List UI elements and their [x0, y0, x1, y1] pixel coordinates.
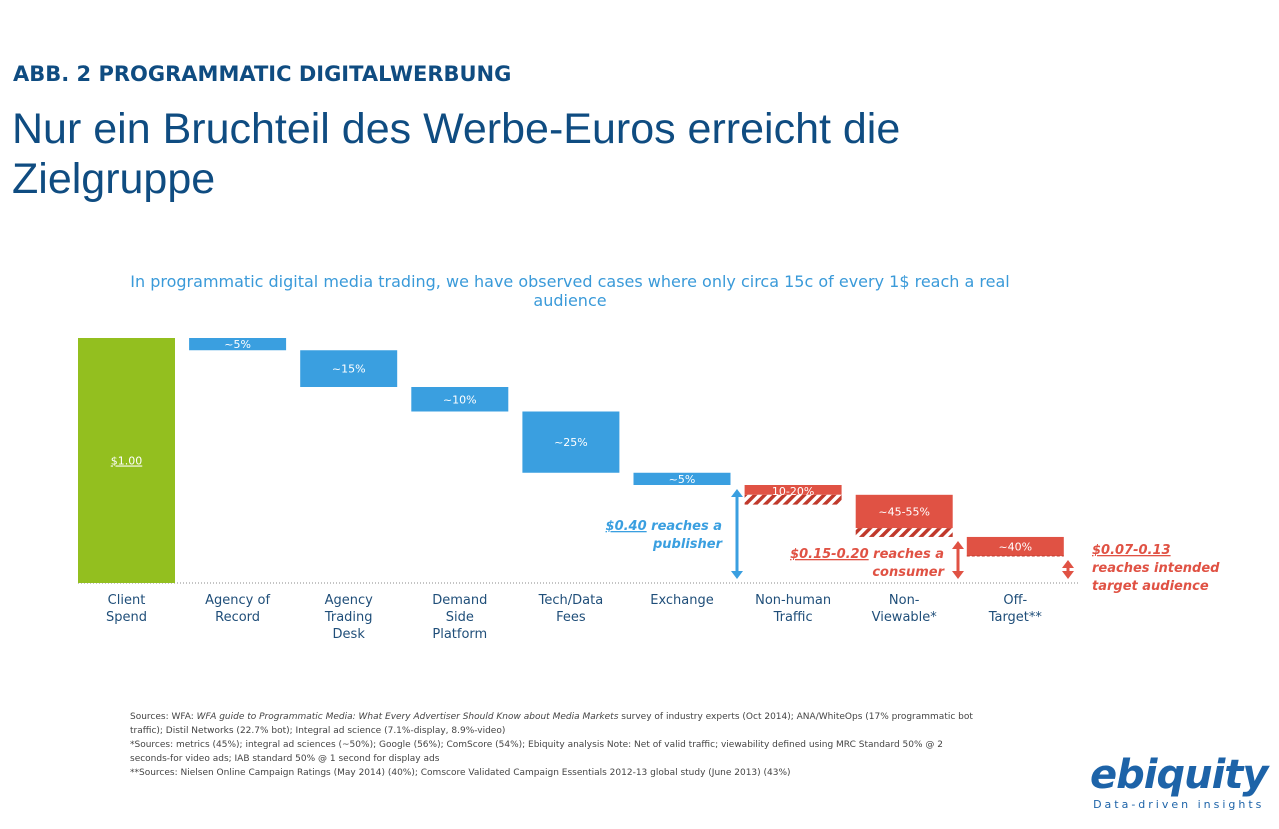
bar [78, 338, 175, 583]
data-label: ~5% [224, 338, 251, 351]
bar [411, 387, 509, 412]
bar-range-hatch [744, 494, 842, 505]
bar [189, 338, 287, 351]
waterfall-chart: $1.00 Client Spend ~5% Agency of Record ~15% Ag… [78, 338, 1220, 642]
chart-title: In programmatic digital media trading, w… [130, 272, 1010, 310]
bar [855, 494, 953, 529]
arrow-head-down [1062, 571, 1074, 579]
data-label: ~5% [669, 473, 696, 486]
annotation: $0.40 reaches a publisher [606, 519, 724, 552]
ebiquity-logo: ebiquity Data-driven insights [1090, 752, 1268, 811]
category-label: Non-human Traffic [755, 593, 831, 625]
category-label: Agency Trading Desk [324, 593, 373, 642]
category-label: Off-Target** [988, 593, 1043, 625]
category-label: Non-Viewable* [872, 593, 938, 625]
data-label: ~15% [332, 363, 366, 376]
annotation: $0.07-0.13 reaches intended target audienc… [1092, 543, 1220, 594]
bar [300, 350, 398, 387]
source-note: *Sources: metrics (45%); integral ad sci… [130, 740, 944, 764]
data-label: ~10% [443, 393, 477, 406]
data-label: $1.00 [111, 455, 143, 468]
arrow-head-up [731, 489, 743, 497]
category-label: Client Spend [106, 593, 147, 625]
bar [744, 485, 842, 495]
arrow-head-down [731, 571, 743, 579]
data-label: ~25% [554, 436, 588, 449]
kicker: ABB. 2 PROGRAMMATIC DIGITALWERBUNG [13, 62, 512, 86]
source-text: survey of industry experts (Oct 2014); A… [130, 712, 973, 736]
category-label: Exchange [650, 593, 714, 608]
source-text: Sources: WFA: [130, 712, 197, 722]
category-label: Tech/Data Fees [538, 593, 604, 625]
bar [522, 411, 620, 473]
data-label: 10-20% [772, 485, 814, 498]
source-title: WFA guide to Programmatic Media: What Ev… [196, 712, 619, 722]
arrow-head-down [952, 571, 964, 579]
bar [633, 472, 731, 485]
category-label: Agency of Record [205, 593, 270, 625]
logo-tagline: Data-driven insights [1093, 798, 1265, 811]
data-label: ~40% [998, 540, 1032, 553]
page-title: Nur ein Bruchteil des Werbe-Euros erreic… [12, 105, 901, 203]
source-note: **Sources: Nielsen Online Campaign Ratin… [130, 768, 791, 778]
logo-wordmark: ebiquity [1090, 752, 1268, 798]
annotation: $0.15-0.20 reaches a consumer [790, 547, 946, 580]
bar [966, 536, 1064, 557]
category-label: Demand Side Platform [432, 593, 487, 642]
bar-range-hatch [855, 528, 953, 537]
data-label: ~45-55% [878, 505, 930, 518]
sources-footnote: Sources: WFA: WFA guide to Programmatic … [130, 710, 980, 780]
arrow-head-up [952, 540, 964, 549]
arrow-head-up [1062, 560, 1074, 569]
